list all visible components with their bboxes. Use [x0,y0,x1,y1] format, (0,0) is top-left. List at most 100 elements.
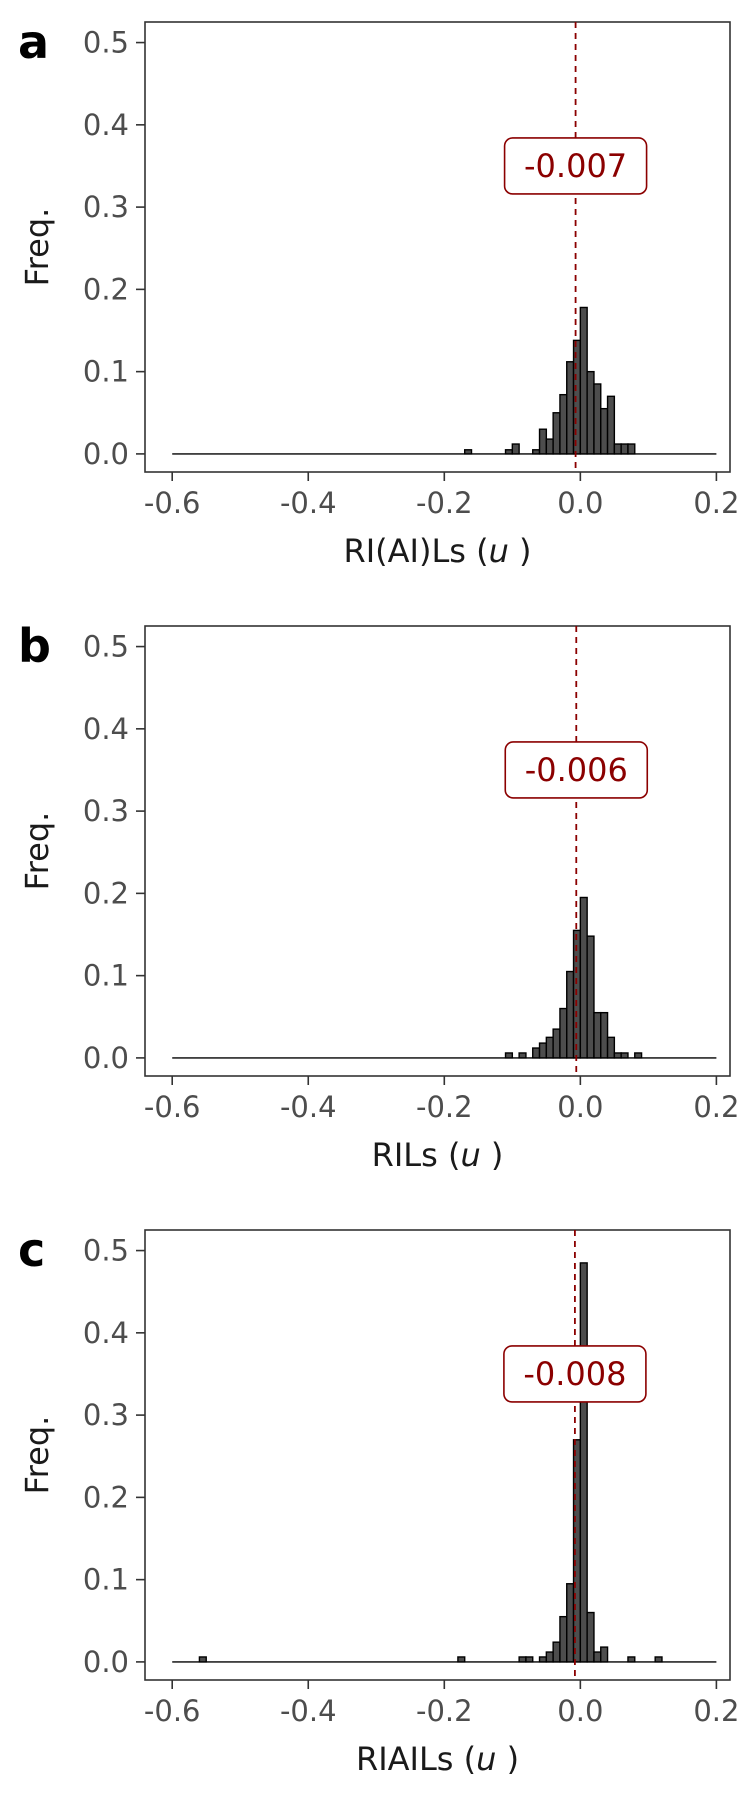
y-axis-title: Freq. [18,812,56,891]
y-tick-label: 0.3 [83,190,129,224]
histogram-bar [593,383,602,455]
panel-letter: b [18,619,51,673]
x-tick-label: -0.4 [280,1090,337,1124]
panel-a: a 0.0 0.1 0.2 0.3 0.4 0.5 -0.6 -0.4 -0.2 0.0 0.2 Fre… [18,15,739,570]
y-axis-title: Freq. [18,1416,56,1495]
x-axis-title-paren-close: ) [509,532,532,570]
histogram-bar [606,395,616,455]
x-tick-label: 0.0 [557,486,603,520]
histogram-bar [606,1036,616,1059]
y-tick-label: 0.3 [83,794,129,828]
mean-annotation-box [503,137,648,195]
histogram-bar [566,1583,575,1663]
histogram-bar [593,1651,602,1663]
x-tick-label: -0.6 [144,1090,201,1124]
panel-b: b 0.0 0.1 0.2 0.3 0.4 0.5 -0.6 -0.4 -0.2 0.0 0.2 Fre… [18,619,739,1174]
x-axis-title-label: RIAILs [356,1740,454,1778]
histogram-bar [627,1656,636,1663]
x-axis-title-unit: u [460,1136,480,1174]
histogram-bar [538,428,548,455]
y-tick-label: 0.5 [83,1234,129,1268]
y-axis-title: Freq. [18,208,56,287]
y-tick-label: 0.0 [83,1645,129,1679]
x-axis-title-paren-open: ( [453,1740,476,1778]
x-axis-title-paren-open: ( [466,532,489,570]
x-axis-title: RI(AI)Ls (u ) [343,532,531,570]
histogram-bar [579,306,588,455]
histogram-bar [600,1011,609,1059]
mean-annotation-text: -0.007 [524,147,627,185]
y-tick-label: 0.3 [83,1398,129,1432]
histogram-bar [518,1656,527,1663]
y-tick-label: 0.2 [83,1480,129,1514]
histogram-bar [566,970,575,1059]
histogram-bar [586,1611,595,1663]
x-axis-title-unit: u [476,1740,496,1778]
histogram-bar [654,1656,663,1663]
histogram-bar [457,1656,466,1663]
histogram-bar [532,1047,541,1059]
x-tick-label: -0.4 [280,1694,337,1728]
mean-annotation-text: -0.008 [523,1355,626,1393]
histogram-bar [511,443,520,455]
x-axis-title-label: RILs [372,1136,438,1174]
histogram-bar [464,449,473,455]
y-tick-label: 0.4 [83,108,129,142]
x-tick-label: 0.0 [557,1090,603,1124]
histogram-bar [518,1052,527,1059]
mean-annotation-box [503,1345,647,1403]
mean-annotation-box [504,741,649,799]
histogram-bar [532,449,541,455]
histogram-bar [566,361,575,455]
histogram-bar [620,443,629,455]
histogram-bar [552,1641,561,1663]
histogram-bar [504,449,514,455]
histogram-bar [198,1656,207,1663]
histogram-bar [600,407,609,455]
histogram-bar [579,896,588,1059]
y-tick-label: 0.2 [83,876,129,910]
x-axis-title: RILs (u ) [372,1136,504,1174]
y-tick-label: 0.5 [83,26,129,60]
x-tick-label: 0.2 [693,1090,739,1124]
y-tick-label: 0.0 [83,437,129,471]
histogram-bar [545,438,554,455]
histogram-bar [538,1042,548,1059]
histogram-bar [559,393,568,455]
histogram-bar [593,1011,602,1059]
x-tick-label: -0.6 [144,1694,201,1728]
histogram-bar [627,443,636,455]
panel-letter: c [18,1223,45,1277]
histogram-bar [525,1656,534,1663]
histogram-bar [586,935,595,1059]
x-axis-title-paren-open: ( [438,1136,461,1174]
x-axis-title-paren-close: ) [496,1740,519,1778]
x-axis-title: RIAILs (u ) [356,1740,519,1778]
y-tick-label: 0.4 [83,712,129,746]
histogram-bar [600,1646,609,1663]
panel-border [144,625,731,1077]
histogram-bar [504,1052,514,1059]
panel-border [144,1229,731,1681]
panel-letter: a [18,15,49,69]
y-tick-label: 0.1 [83,959,129,993]
histogram-bar [613,1052,622,1059]
histogram-bar [572,339,582,455]
x-tick-label: -0.2 [416,486,473,520]
histogram-bar [559,1615,568,1663]
x-tick-label: -0.2 [416,1694,473,1728]
mean-annotation-text: -0.006 [525,751,628,789]
y-tick-label: 0.0 [83,1041,129,1075]
y-tick-label: 0.4 [83,1316,129,1350]
x-axis-title-unit: u [489,532,509,570]
histogram-bar [620,1052,629,1059]
histogram-bar [559,1007,568,1059]
y-tick-label: 0.2 [83,272,129,306]
x-axis-title-label: RI(AI)Ls [343,532,465,570]
histogram-bar [545,1651,554,1663]
x-axis-title-paren-close: ) [481,1136,504,1174]
histogram-bar [552,412,561,455]
panel-border [144,21,731,473]
x-tick-label: 0.2 [693,1694,739,1728]
